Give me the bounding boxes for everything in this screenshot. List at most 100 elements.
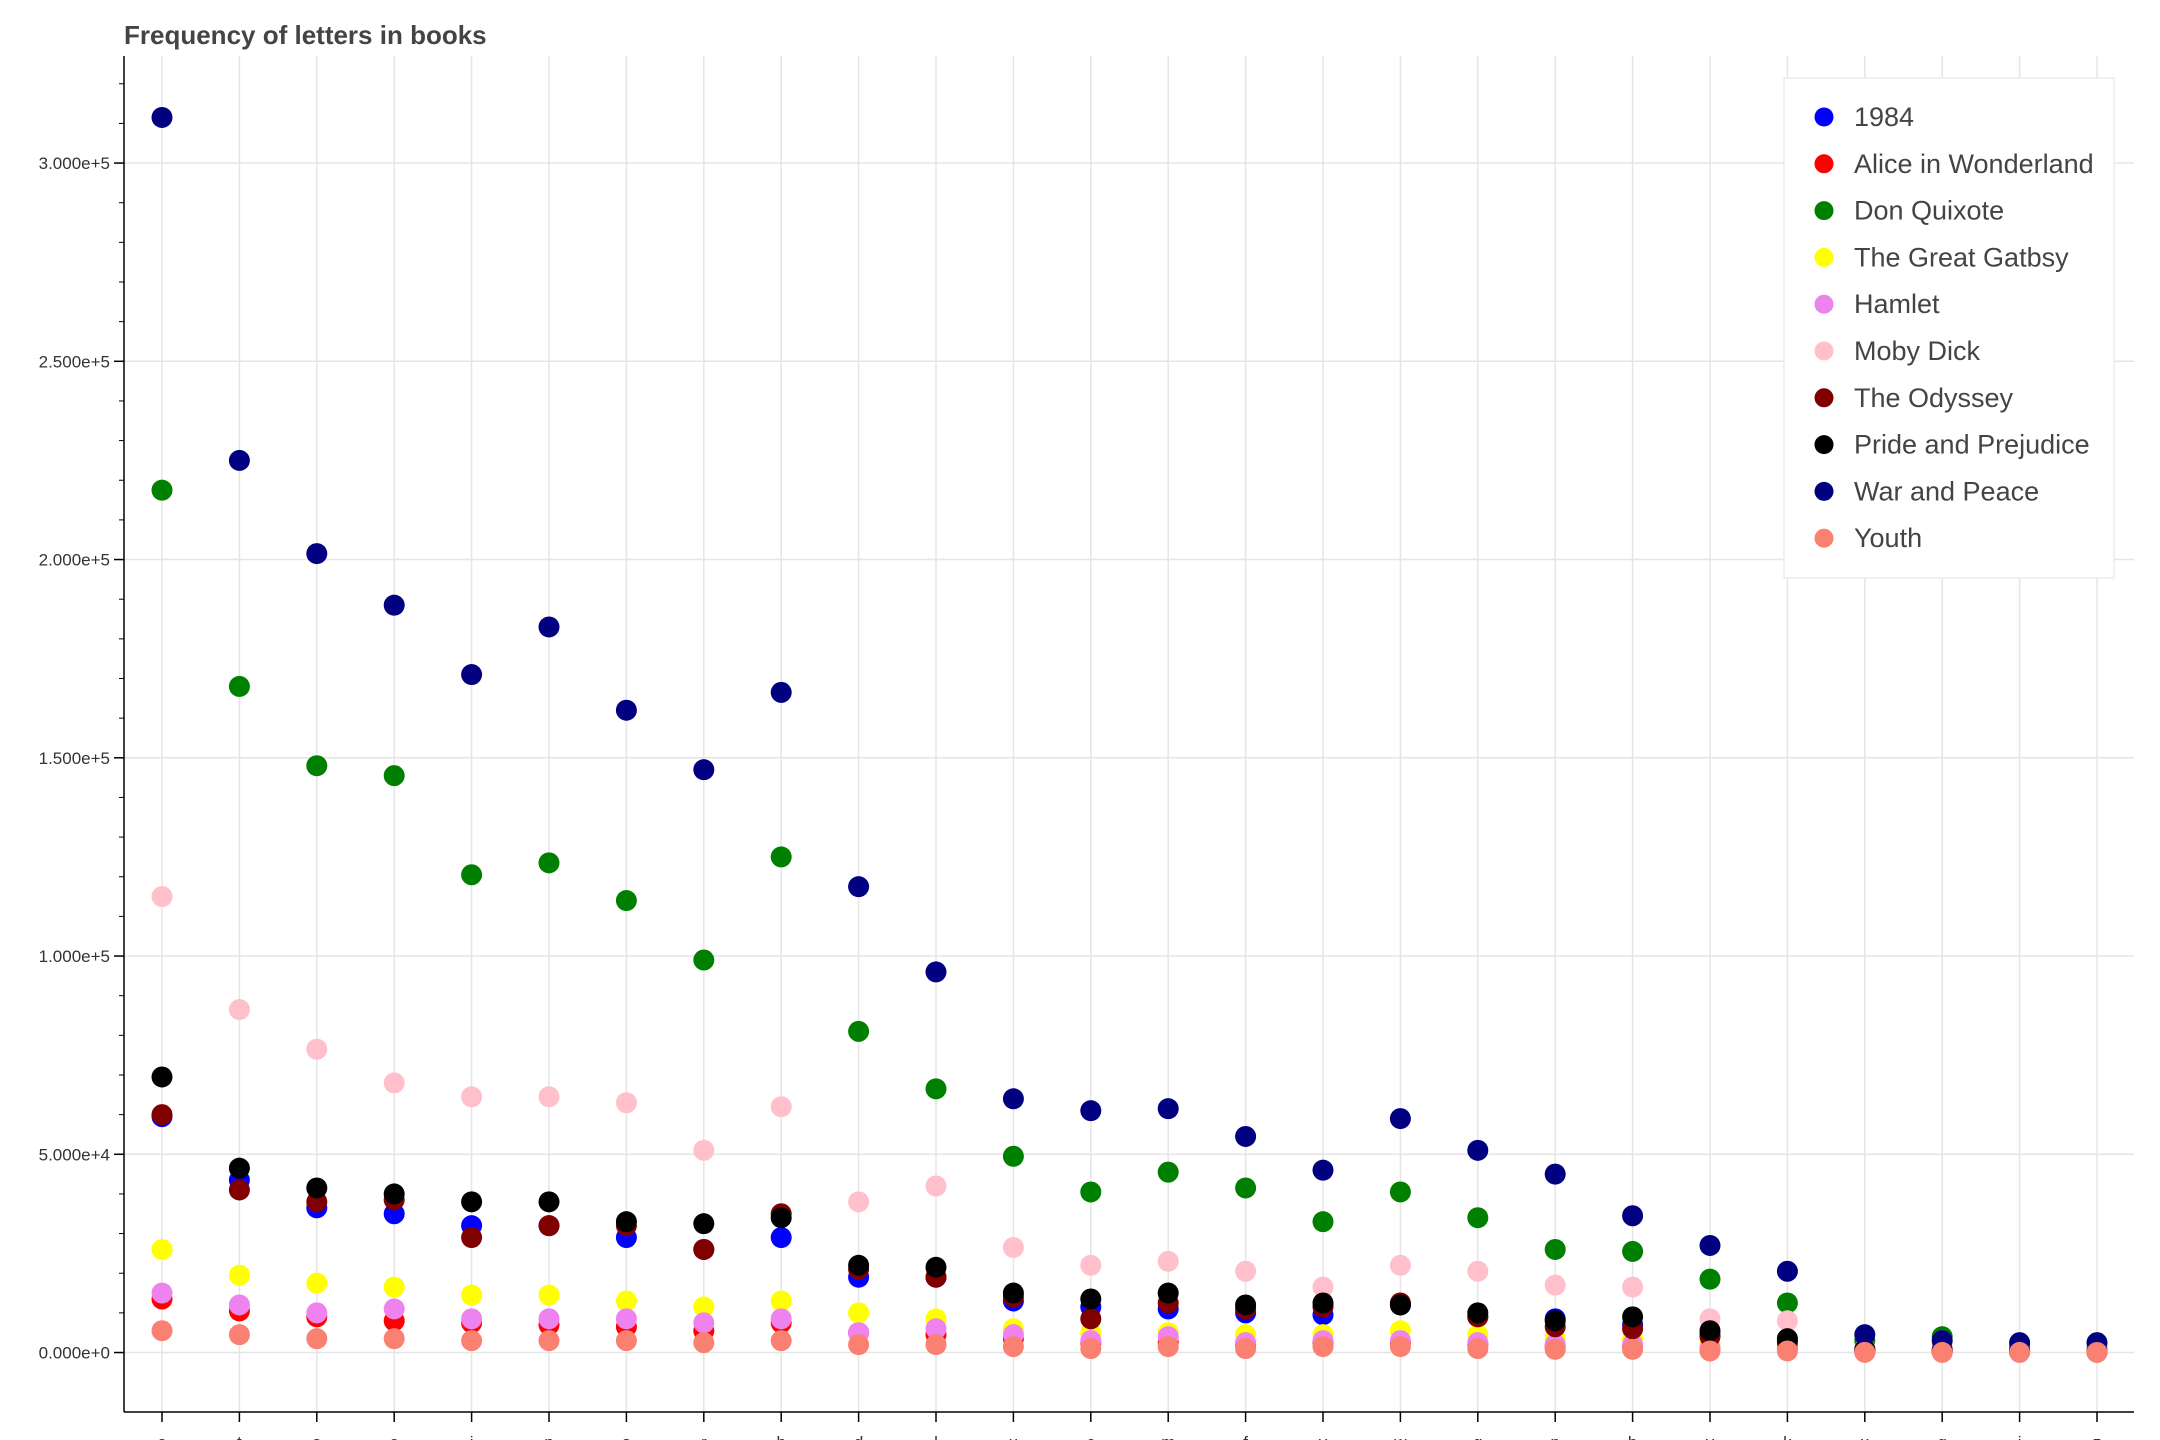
- data-point: [770, 1290, 792, 1312]
- x-tick-label: y: [1319, 1433, 1328, 1440]
- axes: 0.000e+0 5.000e+4 1.000e+5 1.500e+5 2.000e+5…: [39, 56, 2134, 1440]
- data-point: [1157, 1250, 1179, 1272]
- legend-label: Hamlet: [1854, 289, 1940, 319]
- y-tick-label: 3.000e+5: [39, 154, 110, 173]
- legend-label: Pride and Prejudice: [1854, 430, 2090, 460]
- legend-item: Don Quixote: [1814, 196, 2004, 226]
- y-tick-label: 1.500e+5: [39, 749, 110, 768]
- data-point: [925, 961, 947, 983]
- data-point: [1389, 1336, 1411, 1358]
- data-point: [1002, 1236, 1024, 1258]
- data-point: [1699, 1234, 1721, 1256]
- data-point: [1312, 1211, 1334, 1233]
- x-tick-label: n: [544, 1433, 553, 1440]
- data-point: [461, 1191, 483, 1213]
- data-point: [228, 999, 250, 1021]
- data-point: [538, 1330, 560, 1352]
- y-tick-label: 2.500e+5: [39, 352, 110, 371]
- data-point: [1157, 1282, 1179, 1304]
- chart-title: Frequency of letters in books: [124, 20, 487, 50]
- data-point: [1467, 1260, 1489, 1282]
- data-point: [1467, 1302, 1489, 1324]
- data-point: [461, 664, 483, 686]
- data-point: [306, 1272, 328, 1294]
- data-point: [1312, 1276, 1334, 1298]
- x-tick-label: s: [622, 1433, 631, 1440]
- x-tick-label: i: [470, 1433, 474, 1440]
- data-point: [151, 1320, 173, 1342]
- x-tick-label: v: [1706, 1433, 1715, 1440]
- legend-item: Moby Dick: [1814, 336, 1981, 366]
- data-point: [925, 1334, 947, 1356]
- data-point: [1622, 1205, 1644, 1227]
- data-point: [1699, 1340, 1721, 1362]
- legend: 1984 Alice in Wonderland Don Quixote The Gr…: [1783, 77, 2115, 579]
- data-point: [306, 1177, 328, 1199]
- data-point: [770, 1330, 792, 1352]
- data-point: [1080, 1254, 1102, 1276]
- data-point: [1389, 1181, 1411, 1203]
- data-point: [615, 890, 637, 912]
- legend-label: The Odyssey: [1854, 383, 2014, 413]
- data-point: [1467, 1139, 1489, 1161]
- data-point: [1622, 1306, 1644, 1328]
- data-point: [383, 1298, 405, 1320]
- data-point: [693, 1332, 715, 1354]
- data-point: [151, 106, 173, 128]
- data-point: [1080, 1100, 1102, 1122]
- legend-item: Pride and Prejudice: [1814, 430, 2090, 460]
- data-point: [1544, 1163, 1566, 1185]
- data-point: [693, 1238, 715, 1260]
- x-tick-label: d: [854, 1433, 863, 1440]
- data-point: [306, 543, 328, 565]
- data-point: [1854, 1324, 1876, 1346]
- data-point: [1002, 1282, 1024, 1304]
- data-point: [848, 1302, 870, 1324]
- data-point: [1002, 1145, 1024, 1167]
- data-point: [151, 1104, 173, 1126]
- data-point: [1544, 1238, 1566, 1260]
- data-point: [615, 1290, 637, 1312]
- x-tick-label: g: [1473, 1433, 1482, 1440]
- data-point: [1389, 1294, 1411, 1316]
- data-point: [461, 1308, 483, 1330]
- data-point: [1699, 1320, 1721, 1342]
- data-point: [1467, 1207, 1489, 1229]
- data-point: [925, 1318, 947, 1340]
- data-point: [1544, 1338, 1566, 1360]
- data-point: [1235, 1294, 1257, 1316]
- data-point: [306, 1328, 328, 1350]
- data-point: [538, 1308, 560, 1330]
- legend-marker: [1814, 294, 1834, 314]
- data-point: [1467, 1338, 1489, 1360]
- legend-label: Don Quixote: [1854, 196, 2004, 226]
- legend-marker: [1814, 154, 1834, 174]
- data-point: [1312, 1336, 1334, 1358]
- data-point: [770, 1207, 792, 1229]
- data-point: [615, 1308, 637, 1330]
- legend-item: War and Peace: [1814, 476, 2039, 506]
- data-point: [1080, 1308, 1102, 1330]
- x-tick-label: r: [701, 1433, 707, 1440]
- data-point: [925, 1175, 947, 1197]
- data-point: [1544, 1310, 1566, 1332]
- legend-marker: [1814, 341, 1834, 361]
- data-point: [615, 1330, 637, 1352]
- data-point: [1776, 1260, 1798, 1282]
- data-point: [1002, 1088, 1024, 1110]
- data-point: [848, 876, 870, 898]
- x-tick-label: p: [1550, 1433, 1559, 1440]
- x-tick-label: m: [1161, 1433, 1175, 1440]
- data-point: [461, 864, 483, 886]
- data-point: [151, 1238, 173, 1260]
- data-point: [538, 616, 560, 638]
- data-point: [1312, 1159, 1334, 1181]
- data-point: [1544, 1274, 1566, 1296]
- data-point: [383, 1072, 405, 1094]
- data-point: [693, 1213, 715, 1235]
- data-point: [1080, 1338, 1102, 1360]
- data-point: [228, 1294, 250, 1316]
- data-point: [306, 755, 328, 777]
